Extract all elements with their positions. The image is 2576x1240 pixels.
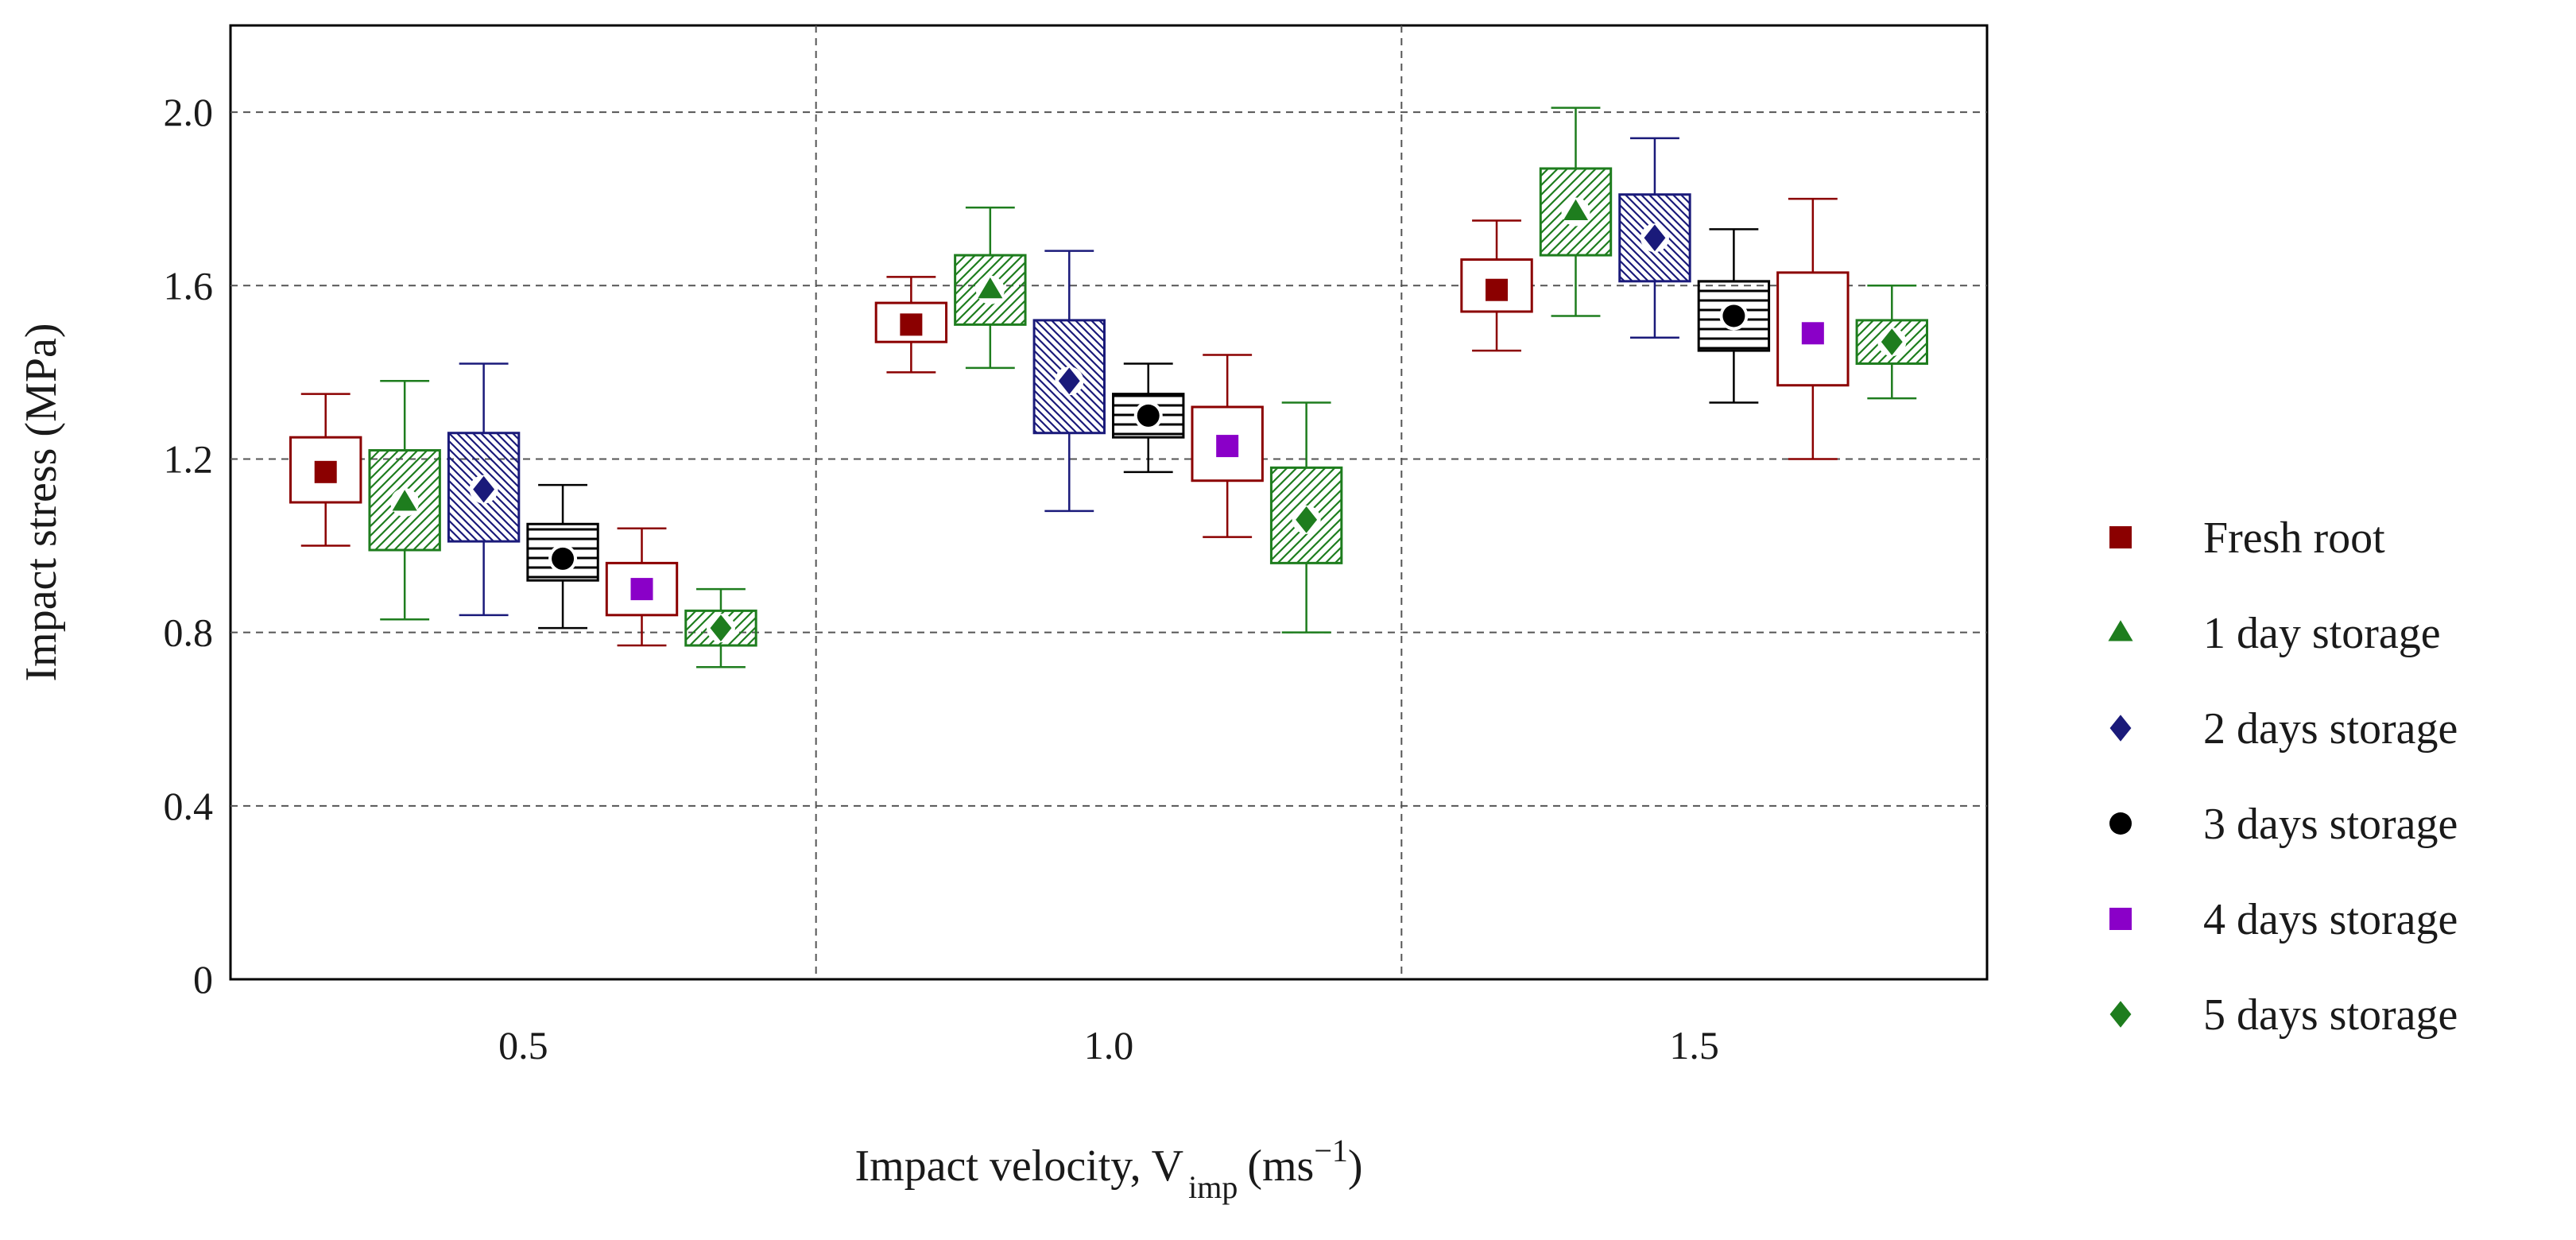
box-2-days-storage xyxy=(447,362,521,617)
mean-marker xyxy=(314,460,337,483)
legend-marker xyxy=(2109,1001,2132,1028)
legend-marker xyxy=(2109,908,2132,930)
x-axis-ticks: 0.5 1.0 1.5 xyxy=(498,1023,1719,1068)
mean-marker xyxy=(978,277,1003,299)
mean-marker xyxy=(630,578,653,601)
box-5-days-storage xyxy=(1855,285,1928,400)
box-4-days-storage xyxy=(1776,197,1850,460)
box-iqr xyxy=(874,301,948,343)
y-axis-ticks: 0 0.4 0.8 1.2 1.6 2.0 xyxy=(164,90,214,1002)
box-1-day-storage xyxy=(1539,107,1613,317)
legend-item: 4 days storage xyxy=(2109,895,2458,944)
plot-area xyxy=(229,24,1989,981)
mean-marker xyxy=(1058,367,1080,395)
mean-marker xyxy=(1801,322,1824,345)
box-3-days-storage xyxy=(1112,362,1185,474)
box-1-day-storage xyxy=(368,380,441,621)
x-tick-label: 1.0 xyxy=(1084,1023,1134,1068)
x-tick-label: 1.5 xyxy=(1669,1023,1719,1068)
mean-marker xyxy=(473,475,495,503)
box-4-days-storage xyxy=(605,527,679,647)
box-3-days-storage xyxy=(526,483,599,630)
grid-lines xyxy=(230,25,1987,979)
y-tick-label: 2.0 xyxy=(164,90,214,134)
box-fresh-root xyxy=(1460,219,1533,352)
mean-marker xyxy=(1644,224,1666,252)
box-fresh-root xyxy=(289,393,362,547)
legend-marker xyxy=(2108,620,2133,641)
mean-marker xyxy=(392,490,417,511)
y-tick-label: 0 xyxy=(193,957,213,1002)
legend-label: 1 day storage xyxy=(2203,609,2441,658)
mean-marker xyxy=(900,313,923,336)
box-4-days-storage xyxy=(1191,354,1264,538)
mean-marker xyxy=(552,547,575,570)
legend-marker xyxy=(2109,526,2132,548)
x-axis-label-unit: (ms xyxy=(1247,1141,1314,1191)
legend-label: Fresh root xyxy=(2203,513,2385,563)
mean-marker xyxy=(710,614,732,641)
box-5-days-storage xyxy=(684,587,757,668)
x-axis-label-unit-close: ) xyxy=(1348,1141,1363,1191)
legend-item: 5 days storage xyxy=(2109,990,2458,1040)
mean-marker xyxy=(1137,404,1160,427)
legend-item: 1 day storage xyxy=(2108,609,2441,658)
box-3-days-storage xyxy=(1697,228,1771,404)
box-1-day-storage xyxy=(954,206,1027,370)
legend: Fresh root 1 day storage 2 days storage 3 d… xyxy=(2108,513,2458,1040)
legend-marker xyxy=(2109,812,2132,835)
y-axis-label: Impact stress (MPa) xyxy=(17,323,66,681)
legend-label: 5 days storage xyxy=(2203,990,2458,1040)
y-tick-label: 1.6 xyxy=(164,263,214,308)
x-tick-label: 0.5 xyxy=(498,1023,548,1068)
legend-label: 4 days storage xyxy=(2203,895,2458,944)
box-5-days-storage xyxy=(1269,401,1343,634)
box-series-group xyxy=(289,107,1928,668)
mean-marker xyxy=(1563,199,1589,221)
mean-marker xyxy=(1216,435,1239,458)
x-axis-label-subscript: imp xyxy=(1188,1169,1238,1205)
mean-marker xyxy=(1722,304,1745,327)
legend-item: Fresh root xyxy=(2109,513,2385,563)
box-fresh-root xyxy=(874,276,948,374)
y-tick-label: 1.2 xyxy=(164,436,214,481)
mean-marker xyxy=(1296,506,1318,533)
legend-item: 3 days storage xyxy=(2109,800,2458,849)
mean-marker xyxy=(1881,328,1903,355)
legend-marker xyxy=(2109,715,2132,742)
legend-label: 2 days storage xyxy=(2203,704,2458,754)
legend-item: 2 days storage xyxy=(2109,704,2458,754)
y-tick-label: 0.4 xyxy=(164,784,214,828)
box-2-days-storage xyxy=(1032,250,1106,513)
x-axis-label-unit-exponent: −1 xyxy=(1314,1133,1348,1168)
box-2-days-storage xyxy=(1618,137,1691,339)
legend-label: 3 days storage xyxy=(2203,800,2458,849)
mean-marker xyxy=(1486,278,1509,301)
x-axis-label-main: Impact velocity, V xyxy=(854,1141,1183,1191)
y-tick-label: 0.8 xyxy=(164,610,214,655)
